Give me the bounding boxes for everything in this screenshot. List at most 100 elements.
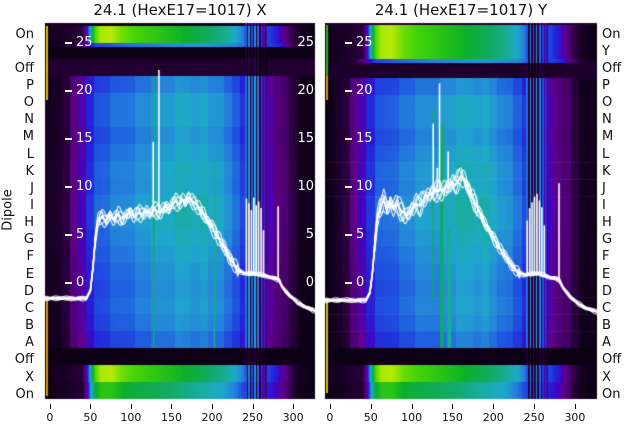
row-label-left: N bbox=[24, 112, 34, 128]
row-label-right: K bbox=[602, 163, 611, 179]
x-axis-tick-mark bbox=[370, 404, 372, 409]
row-label-left: Off bbox=[14, 352, 34, 368]
between-panel-tick-label: 25 bbox=[297, 35, 314, 50]
x-axis-tick-mark bbox=[90, 404, 92, 409]
x-axis-tick-mark bbox=[493, 404, 495, 409]
x-axis-tick-label: 0 bbox=[326, 411, 334, 424]
row-label-left: O bbox=[23, 95, 34, 111]
row-label-right: B bbox=[602, 318, 611, 334]
row-label-right: M bbox=[602, 129, 614, 145]
row-label-right: I bbox=[602, 198, 606, 213]
row-label-left: A bbox=[25, 335, 34, 351]
value-tick-label: 20 bbox=[356, 83, 373, 98]
value-tick-mark bbox=[345, 186, 352, 188]
row-label-right: Off bbox=[602, 60, 622, 76]
row-label-left: L bbox=[26, 146, 34, 162]
x-axis-tick-label: 50 bbox=[363, 411, 378, 424]
x-axis-tick-label: 200 bbox=[482, 411, 504, 424]
x-axis-tick-label: 200 bbox=[201, 411, 223, 424]
row-label-left: E bbox=[25, 266, 34, 282]
value-tick-label: 0 bbox=[76, 275, 85, 290]
between-panel-tick-label: 15 bbox=[297, 131, 314, 146]
row-label-right: J bbox=[602, 180, 606, 196]
row-label-right: Off bbox=[602, 352, 622, 368]
value-tick-mark bbox=[65, 234, 72, 236]
value-tick-mark bbox=[345, 90, 352, 92]
value-tick-mark bbox=[65, 186, 72, 188]
row-label-left: I bbox=[30, 198, 34, 213]
between-panel-tick-label: 5 bbox=[305, 227, 314, 242]
row-label-right: P bbox=[602, 77, 610, 93]
row-label-right: G bbox=[602, 232, 613, 248]
value-tick-mark bbox=[345, 42, 352, 44]
x-axis-tick-label: 100 bbox=[120, 411, 142, 424]
value-tick-mark bbox=[65, 90, 72, 92]
value-tick-label: 15 bbox=[76, 131, 93, 146]
value-tick-mark bbox=[65, 138, 72, 140]
x-axis-tick-mark bbox=[574, 404, 576, 409]
row-label-left: X bbox=[25, 369, 34, 385]
row-label-right: X bbox=[602, 369, 611, 385]
x-axis-tick-mark bbox=[452, 404, 454, 409]
x-axis-tick-label: 250 bbox=[523, 411, 545, 424]
x-axis-tick-mark bbox=[329, 404, 331, 409]
row-label-right: L bbox=[602, 146, 610, 162]
x-axis-tick-label: 150 bbox=[441, 411, 463, 424]
row-label-left: D bbox=[23, 283, 34, 299]
value-tick-label: 25 bbox=[356, 35, 373, 50]
row-label-right: N bbox=[602, 112, 612, 128]
value-tick-label: 0 bbox=[356, 275, 365, 290]
x-axis-tick-label: 300 bbox=[564, 411, 586, 424]
row-label-right: D bbox=[602, 283, 613, 299]
x-axis-tick-mark bbox=[171, 404, 173, 409]
value-tick-mark bbox=[345, 234, 352, 236]
row-label-left: F bbox=[26, 249, 34, 265]
row-label-left: H bbox=[24, 215, 34, 231]
value-tick-label: 20 bbox=[76, 83, 93, 98]
value-tick-mark bbox=[345, 282, 352, 284]
x-axis-tick-mark bbox=[212, 404, 214, 409]
row-label-left: K bbox=[25, 163, 34, 179]
row-label-left: C bbox=[24, 300, 34, 316]
value-tick-label: 5 bbox=[356, 227, 365, 242]
x-axis-tick-label: 300 bbox=[282, 411, 304, 424]
between-panel-tick-label: 10 bbox=[297, 179, 314, 194]
row-label-left: On bbox=[15, 26, 34, 42]
right-panel-title: 24.1 (HexE17=1017) Y bbox=[374, 1, 548, 19]
row-label-right: A bbox=[602, 335, 611, 351]
x-axis-tick-mark bbox=[49, 404, 51, 409]
row-label-right: H bbox=[602, 215, 612, 231]
row-label-left: G bbox=[23, 232, 34, 248]
row-label-left: B bbox=[25, 318, 34, 334]
between-panel-tick-label: 20 bbox=[297, 83, 314, 98]
row-label-left: P bbox=[26, 77, 34, 93]
between-panel-tick-label: 0 bbox=[305, 275, 314, 290]
value-tick-mark bbox=[65, 282, 72, 284]
row-label-left: Off bbox=[14, 60, 34, 76]
row-label-right: Y bbox=[602, 43, 610, 59]
x-axis-tick-label: 100 bbox=[401, 411, 423, 424]
row-label-right: E bbox=[602, 266, 611, 282]
value-tick-label: 15 bbox=[356, 131, 373, 146]
row-label-right: C bbox=[602, 300, 612, 316]
x-axis-tick-label: 150 bbox=[160, 411, 182, 424]
row-label-right: F bbox=[602, 249, 610, 265]
value-tick-mark bbox=[65, 42, 72, 44]
x-axis-tick-label: 50 bbox=[83, 411, 98, 424]
row-label-right: On bbox=[602, 26, 621, 42]
x-axis-tick-label: 250 bbox=[242, 411, 264, 424]
left-panel-title: 24.1 (HexE17=1017) X bbox=[93, 1, 267, 19]
row-label-left: On bbox=[15, 386, 34, 402]
row-label-left: M bbox=[22, 129, 34, 145]
row-label-right: On bbox=[602, 386, 621, 402]
value-tick-mark bbox=[345, 138, 352, 140]
row-label-right: O bbox=[602, 95, 613, 111]
row-label-left: J bbox=[30, 180, 34, 196]
value-tick-label: 10 bbox=[356, 179, 373, 194]
x-axis-tick-mark bbox=[252, 404, 254, 409]
x-axis-tick-mark bbox=[130, 404, 132, 409]
value-tick-label: 5 bbox=[76, 227, 85, 242]
value-tick-label: 25 bbox=[76, 35, 93, 50]
